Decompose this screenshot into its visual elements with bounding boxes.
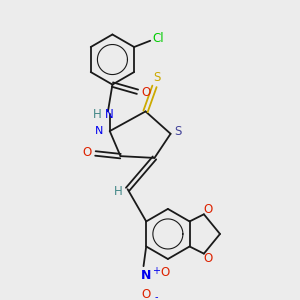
Text: O: O <box>83 146 92 159</box>
Text: +: + <box>152 266 160 276</box>
Text: S: S <box>154 71 161 84</box>
Text: Cl: Cl <box>152 32 164 46</box>
Text: H: H <box>113 184 122 197</box>
Text: S: S <box>174 124 182 138</box>
Text: -: - <box>154 292 158 300</box>
Text: O: O <box>160 266 169 279</box>
Text: O: O <box>204 252 213 265</box>
Text: N: N <box>95 126 103 136</box>
Text: O: O <box>142 288 151 300</box>
Text: O: O <box>204 203 213 216</box>
Text: N: N <box>105 108 114 121</box>
Text: N: N <box>141 268 152 282</box>
Text: O: O <box>141 86 150 99</box>
Text: H: H <box>93 108 102 121</box>
